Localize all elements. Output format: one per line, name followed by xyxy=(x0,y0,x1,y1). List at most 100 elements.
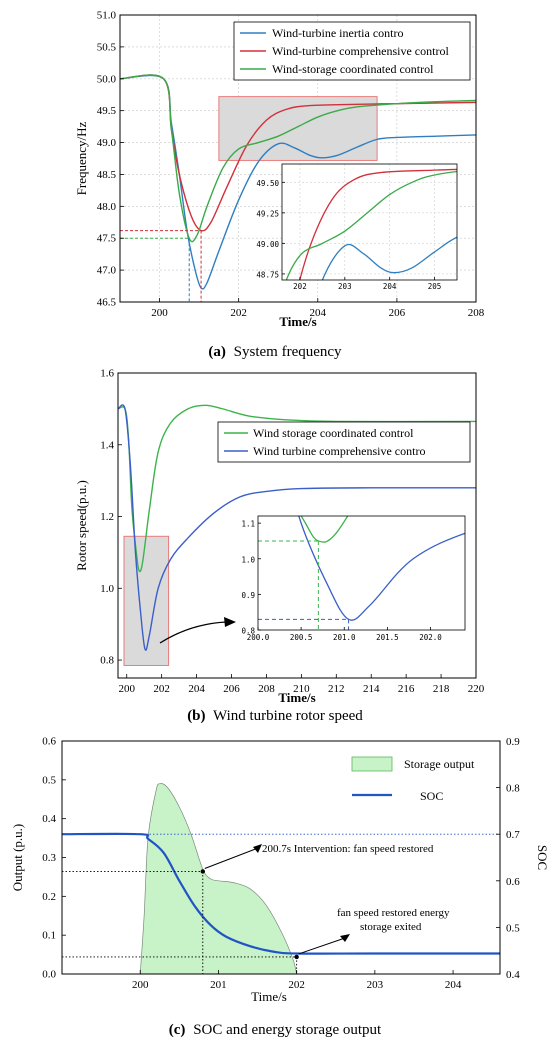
c-y-axis-label-left: Output (p.u.) xyxy=(10,824,25,892)
b-x-tick-label-1: 202 xyxy=(153,683,170,695)
c-y-right-tick-label-0: 0.4 xyxy=(506,969,520,981)
b-legend-label-comprehensive: Wind turbine comprehensive contro xyxy=(253,444,425,458)
b-inset-zoom-chart: 200.0 200.5 201.0 201.5 202.0 0.8 0.9 1.0 1.1 xyxy=(241,515,466,642)
a-inset-frame xyxy=(281,163,458,281)
a-y-tick-label-2: 47.5 xyxy=(97,233,117,245)
panel-a-frequency-chart: 200 202 204 206 208 46.5 47.0 47.5 48.0 48.5 49.0 4… xyxy=(74,10,485,361)
a-plot-frame xyxy=(119,14,477,303)
b-inset-series-comprehensive-line xyxy=(298,516,465,621)
a-caption-prefix: (a) xyxy=(208,344,226,360)
b-inset-x-tick-label-3: 201.5 xyxy=(376,633,399,642)
a-legend-label-inertia: Wind-turbine inertia contro xyxy=(272,26,403,40)
b-x-tick-label-10: 220 xyxy=(468,683,485,695)
b-zoom-arrow-head xyxy=(224,617,236,627)
a-inset-x-tick-label-3: 205 xyxy=(428,282,442,291)
c-series-soc-line xyxy=(61,832,500,955)
c-y-tick-label-4: 0.4 xyxy=(42,813,56,825)
c-y-tick-label-3: 0.3 xyxy=(42,852,56,864)
c-x-tick-label-0: 200 xyxy=(132,979,149,991)
b-inset-y-tick-label-3: 1.1 xyxy=(241,520,255,529)
b-x-tick-label-4: 208 xyxy=(258,683,275,695)
a-legend-label-coordinated: Wind-storage coordinated control xyxy=(272,62,434,76)
a-y-tick-label-3: 48.0 xyxy=(97,201,117,213)
c-arrowhead-intervention xyxy=(253,844,262,853)
a-inset-x-tick-label-1: 203 xyxy=(338,282,352,291)
a-series-coordinated-line xyxy=(119,74,477,243)
b-x-tick-label-6: 212 xyxy=(328,683,345,695)
a-inset-grid xyxy=(282,164,457,280)
c-caption-prefix: (c) xyxy=(169,1022,186,1038)
a-legend: Wind-turbine inertia contro Wind-turbine… xyxy=(233,21,471,81)
a-legend-box xyxy=(233,21,471,81)
b-legend-label-coordinated: Wind storage coordinated control xyxy=(253,426,414,440)
b-x-tick-label-0: 200 xyxy=(118,683,135,695)
a-y-tick-label-0: 46.5 xyxy=(97,297,117,309)
b-zoom-arrow xyxy=(159,621,227,644)
a-x-axis-label: Time/s xyxy=(279,314,316,329)
a-inset-y-tick-label-2: 49.25 xyxy=(256,209,279,218)
b-inset-y-tick-label-1: 0.9 xyxy=(241,591,255,600)
a-x-tick-label-1: 202 xyxy=(230,307,247,319)
a-inset-background xyxy=(282,164,457,280)
b-x-tick-label-8: 216 xyxy=(398,683,415,695)
b-inset-guides xyxy=(258,540,350,630)
b-zoom-highlight xyxy=(123,535,170,666)
c-y-tick-label-0: 0.0 xyxy=(42,969,56,981)
b-y-tick-label-1: 1.0 xyxy=(100,583,114,595)
b-inset-background xyxy=(258,516,465,630)
a-inset-y-tick-label-3: 49.50 xyxy=(256,179,279,188)
b-x-tick-label-5: 210 xyxy=(293,683,310,695)
b-x-tick-label-7: 214 xyxy=(363,683,380,695)
b-inset-x-tick-label-1: 200.5 xyxy=(290,633,313,642)
c-legend: Storage output SOC xyxy=(351,756,475,803)
c-y-tick-label-2: 0.2 xyxy=(42,891,56,903)
a-caption: (a) System frequency xyxy=(208,344,342,360)
a-y-tick-label-4: 48.5 xyxy=(97,169,117,181)
b-series-coordinated-line xyxy=(117,404,477,573)
panel-b-rotor-speed-chart: 200 202 204 206 208 210 212 214 216 218 220 0.8 1.0 1… xyxy=(74,368,485,725)
c-arrow-intervention xyxy=(204,847,259,869)
a-inset-ticks: 202 203 204 205 48.75 49.00 49.25 49.50 xyxy=(256,179,441,291)
a-inset-series xyxy=(285,168,457,280)
a-x-tick-label-4: 208 xyxy=(468,307,485,319)
b-caption-text: Wind turbine rotor speed xyxy=(213,708,363,724)
b-caption: (b) Wind turbine rotor speed xyxy=(187,708,363,724)
b-series-comprehensive-line xyxy=(117,404,477,651)
b-x-tick-label-3: 206 xyxy=(223,683,240,695)
c-annotation-exit-line1: fan speed restored energy xyxy=(337,907,450,919)
c-marker-exit xyxy=(294,954,299,960)
c-arrowhead-exit xyxy=(340,934,350,942)
c-y-axis-label-right: SOC xyxy=(535,845,550,870)
c-annotation-intervention: 200.7s Intervention: fan speed restored xyxy=(262,843,434,855)
c-annotations xyxy=(200,844,350,960)
c-y-right-tick-label-3: 0.7 xyxy=(506,829,520,841)
b-inset-x-tick-label-2: 201.0 xyxy=(333,633,356,642)
c-series xyxy=(61,783,500,975)
b-series xyxy=(117,404,477,651)
panel-c-soc-storage-chart: 200 201 202 203 204 0.0 0.1 0.2 0.3 0.4 0.5 0.6 0.4 0… xyxy=(10,736,550,1039)
b-inset-frame xyxy=(257,515,466,631)
a-inset-y-tick-label-1: 49.00 xyxy=(256,240,279,249)
c-y-right-tick-label-4: 0.8 xyxy=(506,783,520,795)
c-legend-swatch-storage xyxy=(351,756,393,772)
a-inset-x-tick-label-2: 204 xyxy=(383,282,397,291)
c-y-right-tick-label-5: 0.9 xyxy=(506,736,520,748)
a-ticks: 200 202 204 206 208 46.5 47.0 47.5 48.0 48.5 49.0 4… xyxy=(97,10,485,320)
b-caption-prefix: (b) xyxy=(187,708,205,724)
b-x-axis-label: Time/s xyxy=(278,690,315,705)
c-caption-text: SOC and energy storage output xyxy=(193,1022,382,1038)
c-x-axis-label: Time/s xyxy=(251,989,287,1004)
b-y-tick-label-0: 0.8 xyxy=(100,655,114,667)
a-y-tick-label-7: 50.0 xyxy=(97,73,117,85)
c-y-right-tick-label-2: 0.6 xyxy=(506,876,520,888)
c-arrow-exit xyxy=(298,937,346,955)
c-x-tick-label-3: 203 xyxy=(367,979,384,991)
a-y-axis-label: Frequency/Hz xyxy=(74,121,89,195)
b-inset-series xyxy=(298,516,465,621)
b-y-tick-label-4: 1.6 xyxy=(100,368,114,380)
c-y-tick-label-6: 0.6 xyxy=(42,736,56,748)
a-x-tick-label-3: 206 xyxy=(389,307,406,319)
a-inset-series-inertia-line xyxy=(321,236,457,280)
a-y-tick-label-6: 49.5 xyxy=(97,105,117,117)
